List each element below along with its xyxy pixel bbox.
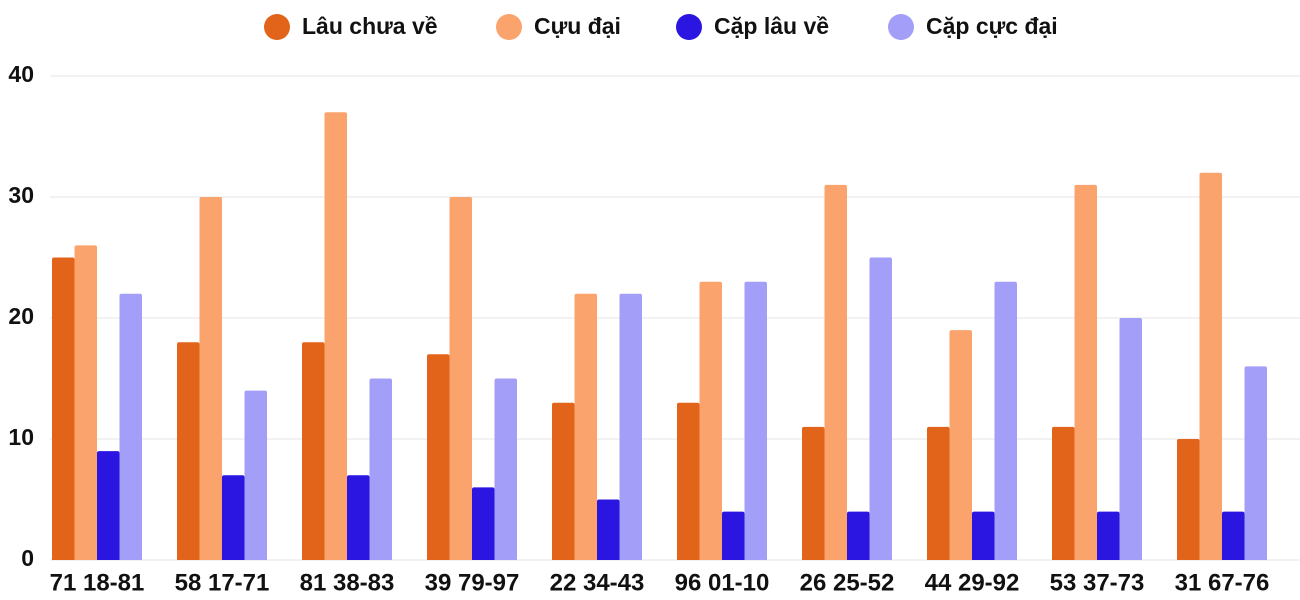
x-tick-label: 53 37-73 [1050,569,1145,596]
bar [302,342,325,560]
bar [494,378,517,560]
bar [1074,184,1097,560]
bar [677,402,700,560]
legend-marker [264,14,290,40]
legend-label: Cặp cực đại [926,13,1058,39]
bar [824,184,847,560]
bar [427,354,450,560]
bar [722,511,745,560]
legend-label: Cặp lâu về [714,13,829,39]
legend-marker [496,14,522,40]
bar [244,390,267,560]
bar [177,342,200,560]
x-tick-label: 31 67-76 [1175,569,1270,596]
legend-marker [676,14,702,40]
bar [994,281,1017,560]
bar [949,330,972,560]
y-tick-label: 40 [8,61,34,87]
bar [597,499,620,560]
bar [347,475,370,560]
legend-label: Cựu đại [534,13,621,39]
bar [369,378,392,560]
bar [1119,318,1142,560]
bar [1222,511,1245,560]
x-tick-label: 96 01-10 [675,569,770,596]
legend-marker [888,14,914,40]
x-tick-label: 44 29-92 [925,569,1020,596]
bar [699,281,722,560]
x-tick-label: 58 17-71 [175,569,270,596]
bar [449,197,472,560]
bar [222,475,245,560]
bar [324,112,347,561]
x-tick-label: 22 34-43 [550,569,645,596]
bar [1177,439,1200,560]
y-tick-label: 10 [8,424,34,450]
y-tick-label: 20 [8,303,34,329]
bar [552,402,575,560]
bar [472,487,495,560]
bar [52,257,75,560]
y-tick-label: 30 [8,182,34,208]
bar [802,426,825,560]
x-tick-label: 71 18-81 [50,569,145,596]
bar [74,245,97,560]
bar [1052,426,1075,560]
legend-label: Lâu chưa về [302,13,438,39]
bar [574,293,597,560]
y-tick-label: 0 [21,545,34,571]
bar [847,511,870,560]
bar [927,426,950,560]
bar [119,293,142,560]
x-tick-label: 26 25-52 [800,569,895,596]
bar [869,257,892,560]
bar [199,197,222,560]
bar [1244,366,1267,560]
bar [619,293,642,560]
x-tick-label: 81 38-83 [300,569,395,596]
bar [744,281,767,560]
bar [97,451,120,560]
bar [972,511,995,560]
bar [1199,172,1222,561]
x-tick-label: 39 79-97 [425,569,520,596]
bar [1097,511,1120,560]
